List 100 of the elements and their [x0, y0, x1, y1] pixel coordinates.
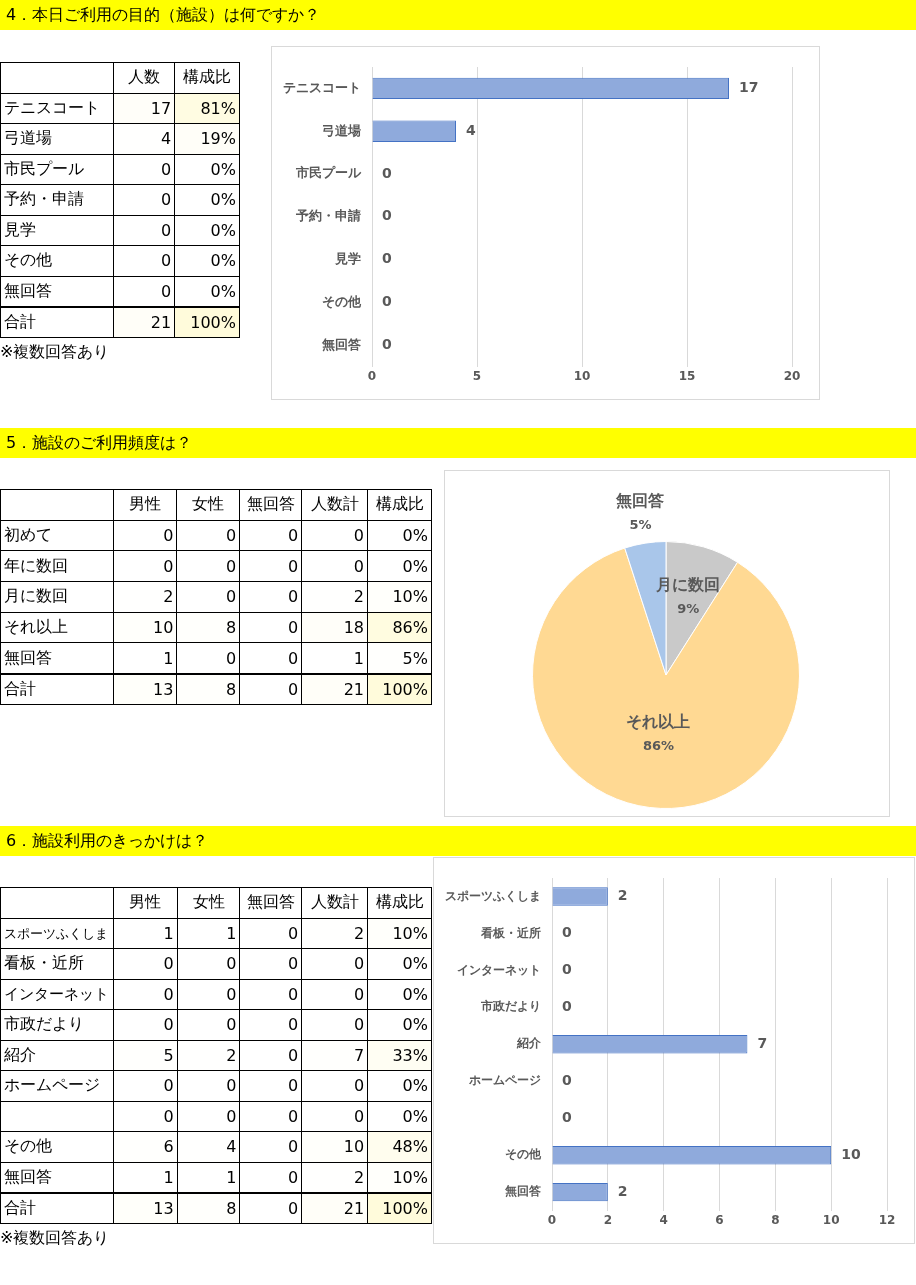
y-tick-label: 無回答	[4, 280, 52, 300]
data-label: 21	[301, 1192, 368, 1223]
data-label: 0	[301, 1009, 368, 1040]
y-tick-label: スポーツふくしま	[445, 888, 541, 903]
data-label: 2	[617, 1182, 628, 1199]
y-tick-label: 合計	[4, 678, 36, 698]
y-tick-label: その他	[322, 293, 362, 309]
data-label: 2	[301, 1162, 368, 1193]
data-label: 2	[113, 581, 177, 613]
y-tick-label: 弓道場	[322, 122, 361, 138]
data-label: 19%	[174, 123, 240, 154]
x-tick-label: 構成比	[367, 887, 432, 918]
data-label: 0	[301, 979, 368, 1010]
chart-title: 5．施設のご利用頻度は？	[0, 428, 916, 458]
data-label: 0	[382, 293, 392, 310]
data-label: 0	[177, 979, 240, 1010]
y-tick-label: 予約・申請	[4, 189, 84, 209]
x-tick-label: 構成比	[367, 489, 432, 521]
y-tick-label: 無回答	[4, 647, 52, 667]
y-tick-label: 市民プール	[4, 158, 84, 178]
data-label: 0	[113, 215, 175, 246]
data-label: 0	[239, 918, 302, 949]
data-label: 0	[239, 1131, 302, 1162]
data-label: 0	[113, 979, 178, 1010]
y-tick-label: スポーツふくしま	[4, 926, 108, 942]
y-tick-label: 看板・近所	[4, 953, 84, 973]
data-label: 100%	[367, 673, 432, 705]
data-label: 1	[177, 918, 240, 949]
data-label: 10	[301, 1131, 368, 1162]
data-label: 10%	[367, 581, 432, 613]
data-label: 0	[239, 520, 302, 551]
data-label: 21	[301, 673, 368, 705]
data-label: 0	[176, 520, 240, 551]
data-label: 0	[239, 1009, 302, 1040]
y-tick-label: 弓道場	[4, 128, 52, 148]
data-label: 4	[113, 123, 175, 154]
data-label: 0	[301, 948, 368, 979]
data-label: 5%	[629, 516, 652, 532]
data-label: 5	[113, 1040, 178, 1071]
data-label: 0	[239, 1101, 302, 1132]
data-label: 0%	[174, 245, 240, 276]
y-tick-label: その他	[4, 1136, 52, 1156]
x-tick-label: 女性	[177, 887, 240, 918]
data-label: 1	[113, 642, 177, 674]
data-label: 0	[113, 276, 175, 307]
data-label: 21	[113, 306, 175, 337]
data-label: 0%	[367, 550, 432, 582]
data-label: 0	[562, 961, 572, 978]
y-tick-label: テニスコート	[283, 79, 361, 95]
data-label: 0	[239, 581, 302, 613]
data-label: 10%	[367, 1162, 432, 1193]
data-label: 7	[301, 1040, 368, 1071]
data-label: 100%	[174, 306, 240, 337]
x-tick-label: 人数計	[301, 489, 368, 521]
data-label: 0	[239, 642, 302, 674]
x-tick-label: 15	[678, 368, 696, 383]
data-label: 1	[177, 1162, 240, 1193]
data-label: 18	[301, 612, 368, 643]
x-tick-label: 人数計	[301, 887, 368, 918]
data-label: 33%	[367, 1040, 432, 1071]
y-tick-label: 見学	[334, 250, 361, 266]
data-label: 0	[562, 997, 572, 1014]
data-label: 0	[113, 154, 175, 185]
data-label: 86%	[642, 737, 675, 753]
x-tick-label: 20	[783, 368, 801, 383]
data-label: 0%	[367, 948, 432, 979]
data-label: 0	[177, 1070, 240, 1101]
data-label: 0	[382, 164, 392, 181]
data-label: 0	[177, 1009, 240, 1040]
y-tick-label: ホームページ	[468, 1073, 541, 1088]
x-tick-label: 男性	[113, 489, 177, 521]
chart-title: 6．施設利用のきっかけは？	[0, 826, 916, 856]
data-label: 8	[176, 673, 240, 705]
y-tick-label: 市民プール	[295, 165, 362, 181]
data-label: 8	[176, 612, 240, 643]
y-tick-label: その他	[505, 1147, 542, 1162]
data-label: 0	[113, 948, 178, 979]
data-label: 0	[562, 1071, 572, 1088]
data-label: 10	[113, 612, 177, 643]
data-label: 0	[176, 550, 240, 582]
data-label: 0	[239, 612, 302, 643]
data-label: 9%	[677, 601, 700, 617]
x-tick-label: 12	[878, 1212, 896, 1227]
y-tick-label: 予約・申請	[295, 208, 361, 224]
data-label: 0	[301, 550, 368, 582]
chart-title: 4．本日ご利用の目的（施設）は何ですか？	[0, 0, 916, 30]
data-label: 10%	[367, 918, 432, 949]
data-label: 0	[239, 1040, 302, 1071]
data-label: 13	[113, 673, 177, 705]
y-tick-label: 無回答	[321, 336, 361, 352]
y-tick-label: 月に数回	[4, 586, 68, 606]
x-tick-label: 8	[771, 1212, 780, 1227]
x-tick-label: 女性	[176, 489, 240, 521]
y-tick-label: ホームページ	[4, 1075, 100, 1095]
y-tick-label: 見学	[4, 219, 36, 239]
data-label: 81%	[174, 93, 240, 124]
y-tick-label: 合計	[4, 311, 36, 331]
data-label: 0	[239, 673, 302, 705]
data-label: 10	[841, 1145, 861, 1162]
data-label: 0	[176, 581, 240, 613]
